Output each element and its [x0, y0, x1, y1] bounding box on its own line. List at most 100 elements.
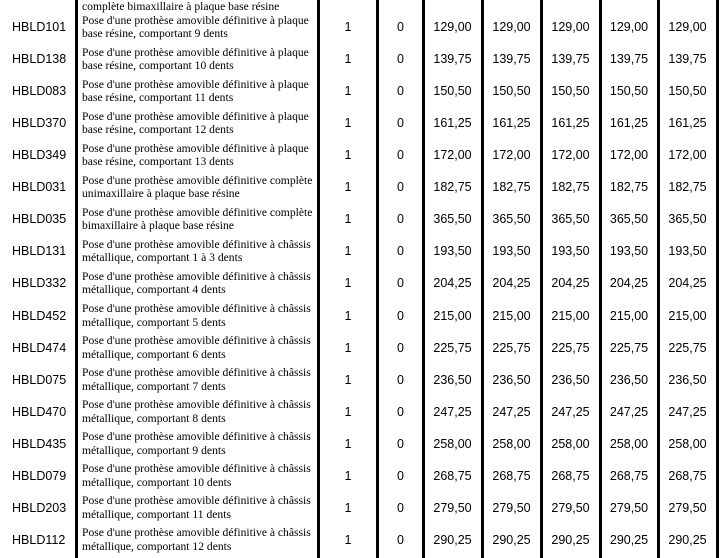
act-description: Pose d'une prothèse amovible définitive …	[82, 302, 311, 329]
coefficient-cell: 1	[344, 84, 352, 99]
table-row: HBLD101 Pose d'une prothèse amovible défi…	[0, 11, 725, 43]
act-description: Pose d'une prothèse amovible définitive …	[82, 173, 313, 201]
table-row: HBLD112 Pose d'une prothèse amovible défi…	[0, 524, 725, 556]
price-cell: 258,00	[433, 436, 472, 451]
price-cell: 279,50	[433, 500, 472, 515]
coefficient-cell: 1	[344, 20, 352, 34]
partial-row-description: complète bimaxillaire à plaque base rési…	[82, 0, 280, 13]
price-cell: 236,50	[609, 372, 649, 387]
act-description: Pose d'une prothèse amovible définitive …	[82, 141, 309, 169]
act-description: Pose d'une prothèse amovible définitive …	[82, 269, 311, 297]
count-cell: 0	[397, 404, 404, 419]
coefficient-cell: 1	[344, 340, 352, 355]
price-cell: 215,00	[551, 308, 590, 323]
price-cell: 172,00	[668, 148, 707, 163]
price-cell: 247,25	[433, 404, 472, 419]
price-cell: 225,75	[433, 340, 472, 355]
price-cell: 225,75	[668, 340, 707, 355]
price-cell: 150,50	[668, 84, 707, 99]
price-cell: 139,75	[609, 52, 649, 67]
price-cell: 290,25	[492, 532, 531, 547]
coefficient-cell: 1	[344, 52, 352, 67]
count-cell: 0	[397, 116, 404, 131]
table-row: HBLD031 Pose d'une prothèse amovible défi…	[0, 171, 725, 203]
price-cell: 129,00	[433, 20, 472, 34]
price-cell: 161,25	[433, 116, 472, 131]
act-description: Pose d'une prothèse amovible définitive …	[82, 398, 311, 425]
count-cell: 0	[397, 500, 404, 515]
price-cell: 279,50	[492, 500, 531, 515]
price-cell: 129,00	[492, 20, 531, 34]
table-row: HBLD075 Pose d'une prothèse amovible défi…	[0, 364, 725, 396]
price-cell: 258,00	[492, 436, 531, 451]
price-cell: 268,75	[609, 468, 649, 483]
price-cell: 150,50	[492, 84, 531, 99]
price-cell: 204,25	[609, 276, 649, 291]
table-row: HBLD332 Pose d'une prothèse amovible défi…	[0, 267, 725, 299]
price-cell: 215,00	[433, 308, 472, 323]
price-cell: 172,00	[433, 148, 472, 163]
price-cell: 204,25	[492, 276, 531, 291]
price-cell: 139,75	[668, 52, 707, 67]
price-cell: 129,00	[609, 20, 649, 34]
coefficient-cell: 1	[344, 212, 352, 227]
act-code: HBLD474	[12, 340, 67, 355]
price-cell: 204,25	[433, 276, 472, 291]
column-divider	[657, 0, 660, 558]
table-row: HBLD435 Pose d'une prothèse amovible défi…	[0, 428, 725, 460]
price-cell: 150,50	[433, 84, 472, 99]
act-code: HBLD131	[12, 244, 67, 259]
price-cell: 268,75	[433, 468, 472, 483]
act-code: HBLD035	[12, 212, 67, 227]
act-code: HBLD138	[12, 52, 67, 67]
count-cell: 0	[397, 308, 404, 323]
price-cell: 215,00	[609, 308, 649, 323]
act-code: HBLD079	[12, 468, 67, 483]
price-cell: 182,75	[668, 180, 707, 195]
act-description: Pose d'une prothèse amovible définitive …	[82, 334, 311, 361]
price-cell: 193,50	[433, 244, 472, 259]
price-cell: 161,25	[551, 116, 590, 131]
price-cell: 182,75	[433, 180, 472, 195]
act-code: HBLD083	[12, 84, 67, 99]
act-description: Pose d'une prothèse amovible définitive …	[82, 45, 309, 73]
table-row: HBLD203 Pose d'une prothèse amovible défi…	[0, 492, 725, 524]
price-cell: 139,75	[492, 52, 531, 67]
price-cell: 139,75	[551, 52, 590, 67]
price-cell: 365,50	[609, 212, 649, 227]
column-divider	[376, 0, 379, 558]
count-cell: 0	[397, 340, 404, 355]
act-code: HBLD470	[12, 404, 67, 419]
price-cell: 290,25	[609, 532, 649, 547]
act-code: HBLD452	[12, 308, 67, 323]
act-description: Pose d'une prothèse amovible définitive …	[82, 494, 311, 521]
price-cell: 129,00	[668, 20, 707, 34]
price-cell: 182,75	[492, 180, 531, 195]
price-cell: 150,50	[609, 84, 649, 99]
price-cell: 236,50	[433, 372, 472, 387]
price-cell: 247,25	[492, 404, 531, 419]
price-cell: 204,25	[551, 276, 590, 291]
price-cell: 247,25	[551, 404, 590, 419]
price-cell: 236,50	[668, 372, 707, 387]
act-code: HBLD075	[12, 372, 67, 387]
act-description: Pose d'une prothèse amovible définitive …	[82, 13, 309, 41]
table-row: HBLD470 Pose d'une prothèse amovible défi…	[0, 396, 725, 428]
price-cell: 215,00	[492, 308, 531, 323]
column-divider	[716, 0, 719, 558]
coefficient-cell: 1	[344, 500, 352, 515]
count-cell: 0	[397, 372, 404, 387]
price-cell: 279,50	[609, 500, 649, 515]
price-cell: 290,25	[668, 532, 707, 547]
price-cell: 193,50	[492, 244, 531, 259]
coefficient-cell: 1	[344, 532, 352, 547]
price-cell: 365,50	[551, 212, 590, 227]
price-cell: 247,25	[609, 404, 649, 419]
coefficient-cell: 1	[344, 116, 352, 131]
table-row: HBLD370 Pose d'une prothèse amovible défi…	[0, 107, 725, 139]
coefficient-cell: 1	[344, 404, 352, 419]
price-cell: 172,00	[551, 148, 590, 163]
count-cell: 0	[397, 436, 404, 451]
price-cell: 193,50	[609, 244, 649, 259]
table-row: HBLD035 Pose d'une prothèse amovible défi…	[0, 203, 725, 235]
